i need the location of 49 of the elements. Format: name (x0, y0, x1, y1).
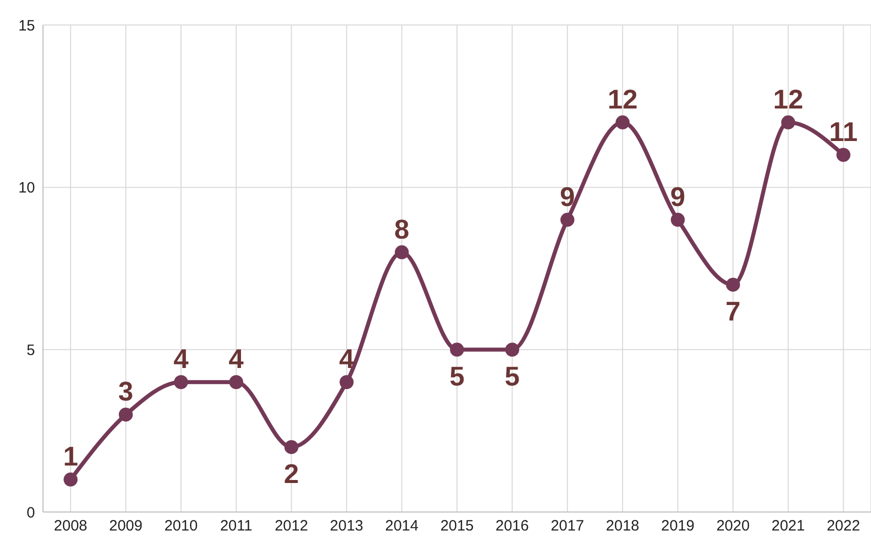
y-tick-label: 0 (26, 504, 35, 522)
x-tick-label: 2013 (330, 518, 364, 535)
data-label: 4 (339, 344, 354, 374)
point (836, 148, 850, 162)
data-label: 5 (449, 362, 465, 392)
data-label: 12 (773, 84, 804, 114)
data-label: 9 (560, 182, 575, 212)
x-tick-label: 2015 (440, 518, 474, 535)
data-label: 7 (725, 296, 741, 327)
point (284, 440, 298, 454)
x-tick-label: 2011 (220, 518, 252, 535)
data-label: 8 (394, 214, 410, 244)
data-label: 1 (63, 442, 78, 472)
point (726, 278, 740, 292)
data-label: 11 (829, 116, 858, 147)
y-tick-label: 5 (26, 342, 35, 359)
data-label: 9 (670, 182, 686, 212)
x-tick-label: 2014 (385, 518, 418, 535)
point (118, 408, 133, 422)
y-tick-label: 15 (18, 17, 35, 34)
x-tick-label: 2016 (496, 518, 529, 535)
point (505, 342, 520, 357)
data-label: 2 (284, 459, 299, 490)
x-tick-label: 2019 (661, 518, 694, 535)
point (450, 342, 464, 357)
x-tick-label: 2009 (109, 518, 142, 535)
point (229, 375, 244, 390)
point (174, 375, 188, 390)
data-label: 5 (504, 362, 520, 392)
data-label: 4 (173, 344, 189, 374)
point (340, 375, 354, 390)
data-label: 3 (118, 376, 134, 407)
point (560, 212, 574, 227)
x-tick-label: 2018 (606, 518, 640, 535)
point (616, 115, 630, 130)
point (781, 115, 796, 130)
x-tick-label: 2022 (826, 518, 860, 535)
x-tick-label: 2012 (274, 518, 308, 535)
point (64, 472, 78, 487)
data-label: 4 (228, 344, 244, 374)
x-tick-label: 2008 (54, 518, 88, 535)
x-tick-label: 2017 (550, 518, 584, 535)
point (394, 245, 409, 260)
data-label: 12 (608, 84, 638, 114)
x-tick-label: 2021 (772, 518, 805, 535)
x-tick-label: 2020 (716, 518, 750, 535)
x-tick-label: 2010 (164, 518, 198, 535)
point (670, 212, 685, 227)
y-tick-label: 10 (18, 180, 35, 197)
